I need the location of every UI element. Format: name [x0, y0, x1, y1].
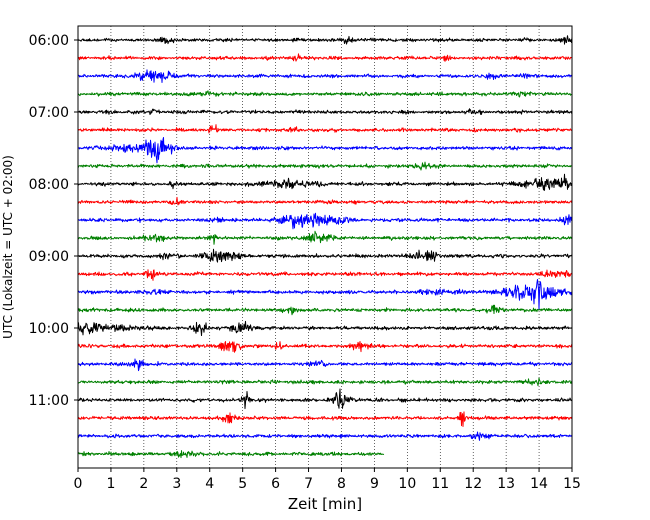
- x-tick-label: 12: [464, 476, 482, 492]
- x-tick-label: 15: [563, 476, 581, 492]
- x-tick-label: 0: [74, 476, 83, 492]
- trace-line-1000: [77, 320, 573, 337]
- trace-line-1030: [77, 358, 573, 372]
- trace-line-0900: [77, 248, 573, 263]
- trace-line-1115: [77, 411, 573, 427]
- x-tick-label: 3: [172, 476, 181, 492]
- plot-background: [78, 26, 572, 468]
- x-tick-label: 9: [370, 476, 379, 492]
- trace-line-0845: [77, 230, 573, 245]
- x-tick-label: 6: [271, 476, 280, 492]
- x-tick-label: 5: [238, 476, 247, 492]
- trace-line-1045: [77, 377, 573, 387]
- x-tick-label: 14: [530, 476, 548, 492]
- x-tick-label: 11: [431, 476, 449, 492]
- y-tick-label: 07:00: [29, 105, 69, 121]
- y-tick-label: 10:00: [29, 321, 69, 337]
- trace-line-1145: [77, 450, 385, 459]
- x-tick-label: 13: [497, 476, 515, 492]
- x-tick-label: 10: [398, 476, 416, 492]
- y-tick-label: 08:00: [29, 177, 69, 193]
- y-axis-label: UTC (Lokalzeit = UTC + 02:00): [1, 155, 15, 339]
- trace-line-0700: [77, 108, 573, 116]
- trace-line-0945: [77, 304, 573, 316]
- trace-line-0730: [78, 137, 573, 164]
- plot-frame: [77, 25, 573, 469]
- y-axis: 06:00 07:00 08:00 09:00 10:00 11:00: [29, 33, 78, 409]
- y-tick-label: 09:00: [29, 249, 69, 265]
- trace-line-0715: [77, 124, 573, 134]
- trace-line-0930: [77, 278, 573, 310]
- trace-line-0600: [77, 35, 573, 45]
- trace-line-0745: [77, 161, 573, 171]
- x-tick-label: 2: [139, 476, 148, 492]
- x-tick-label: 1: [106, 476, 115, 492]
- x-tick-label: 8: [337, 476, 346, 492]
- trace-line-0800: [77, 173, 573, 191]
- trace-line-1130: [77, 431, 573, 441]
- traces: [77, 35, 573, 459]
- trace-line-1015: [77, 341, 573, 353]
- x-axis: 0 1 2 3 4 5 6 7 8 9 10 11 12 13 14 15: [74, 468, 581, 492]
- trace-line-0630: [77, 69, 573, 83]
- y-tick-label: 06:00: [29, 33, 69, 49]
- trace-line-0830: [77, 212, 573, 230]
- trace-line-0915: [77, 269, 573, 281]
- x-tick-label: 4: [205, 476, 214, 492]
- x-tick-label: 7: [304, 476, 313, 492]
- y-tick-label: 11:00: [29, 393, 69, 409]
- trace-line-0645: [77, 90, 573, 98]
- trace-line-0615: [77, 53, 573, 62]
- trace-line-1100: [77, 388, 573, 410]
- x-axis-label: Zeit [min]: [288, 495, 362, 513]
- trace-line-0815: [77, 196, 573, 206]
